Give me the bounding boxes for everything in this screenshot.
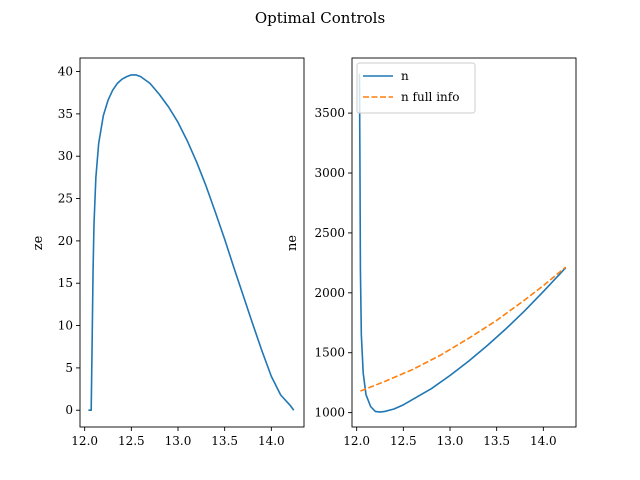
right-plot-panel: 12.0 12.5 13.0 13.5 14.0 1000 1500 2000 2500 3000… [285, 57, 577, 448]
y-tick-label: 30 [58, 149, 73, 163]
legend: n n full info [356, 62, 476, 114]
x-tick-label: 14.0 [530, 434, 557, 448]
y-tick-label: 40 [58, 65, 73, 79]
x-tick-label: 13.0 [437, 434, 464, 448]
y-tick-label: 2500 [314, 226, 345, 240]
x-tick-label: 14.0 [258, 434, 285, 448]
x-tick-label: 13.5 [483, 434, 510, 448]
series-line-n [358, 73, 567, 413]
y-tick-label: 0 [65, 403, 73, 417]
x-tick-label: 12.5 [390, 434, 417, 448]
series-line-n-full-info [360, 266, 567, 392]
y-tick-label: 2000 [314, 286, 345, 300]
axes-frame [351, 57, 577, 428]
x-tick-label: 12.0 [71, 434, 98, 448]
y-tick-label: 3500 [314, 106, 345, 120]
y-tick-label: 1500 [314, 346, 345, 360]
x-tick-label: 12.0 [343, 434, 370, 448]
figure-title: Optimal Controls [255, 9, 385, 27]
y-tick-label: 10 [58, 319, 73, 333]
y-tick-label: 1000 [314, 406, 345, 420]
axes-frame [79, 57, 305, 428]
series-line-ze [88, 74, 295, 412]
x-tick-label: 13.5 [211, 434, 238, 448]
y-tick-label: 3000 [314, 166, 345, 180]
y-axis-label: ze [31, 235, 46, 250]
left-plot-panel: 12.0 12.5 13.0 13.5 14.0 0 5 10 15 20 25 30 35 40 ze [31, 57, 305, 448]
x-tick-label: 13.0 [165, 434, 192, 448]
y-tick-label: 35 [58, 107, 73, 121]
y-tick-label: 20 [58, 234, 73, 248]
y-tick-label: 15 [58, 276, 73, 290]
x-tick-label: 12.5 [118, 434, 145, 448]
legend-box [356, 62, 476, 114]
y-tick-label: 25 [58, 192, 73, 206]
y-tick-label: 5 [65, 361, 73, 375]
y-axis-label: ne [285, 235, 300, 251]
legend-label: n full info [401, 90, 459, 104]
legend-label: n [401, 69, 409, 83]
